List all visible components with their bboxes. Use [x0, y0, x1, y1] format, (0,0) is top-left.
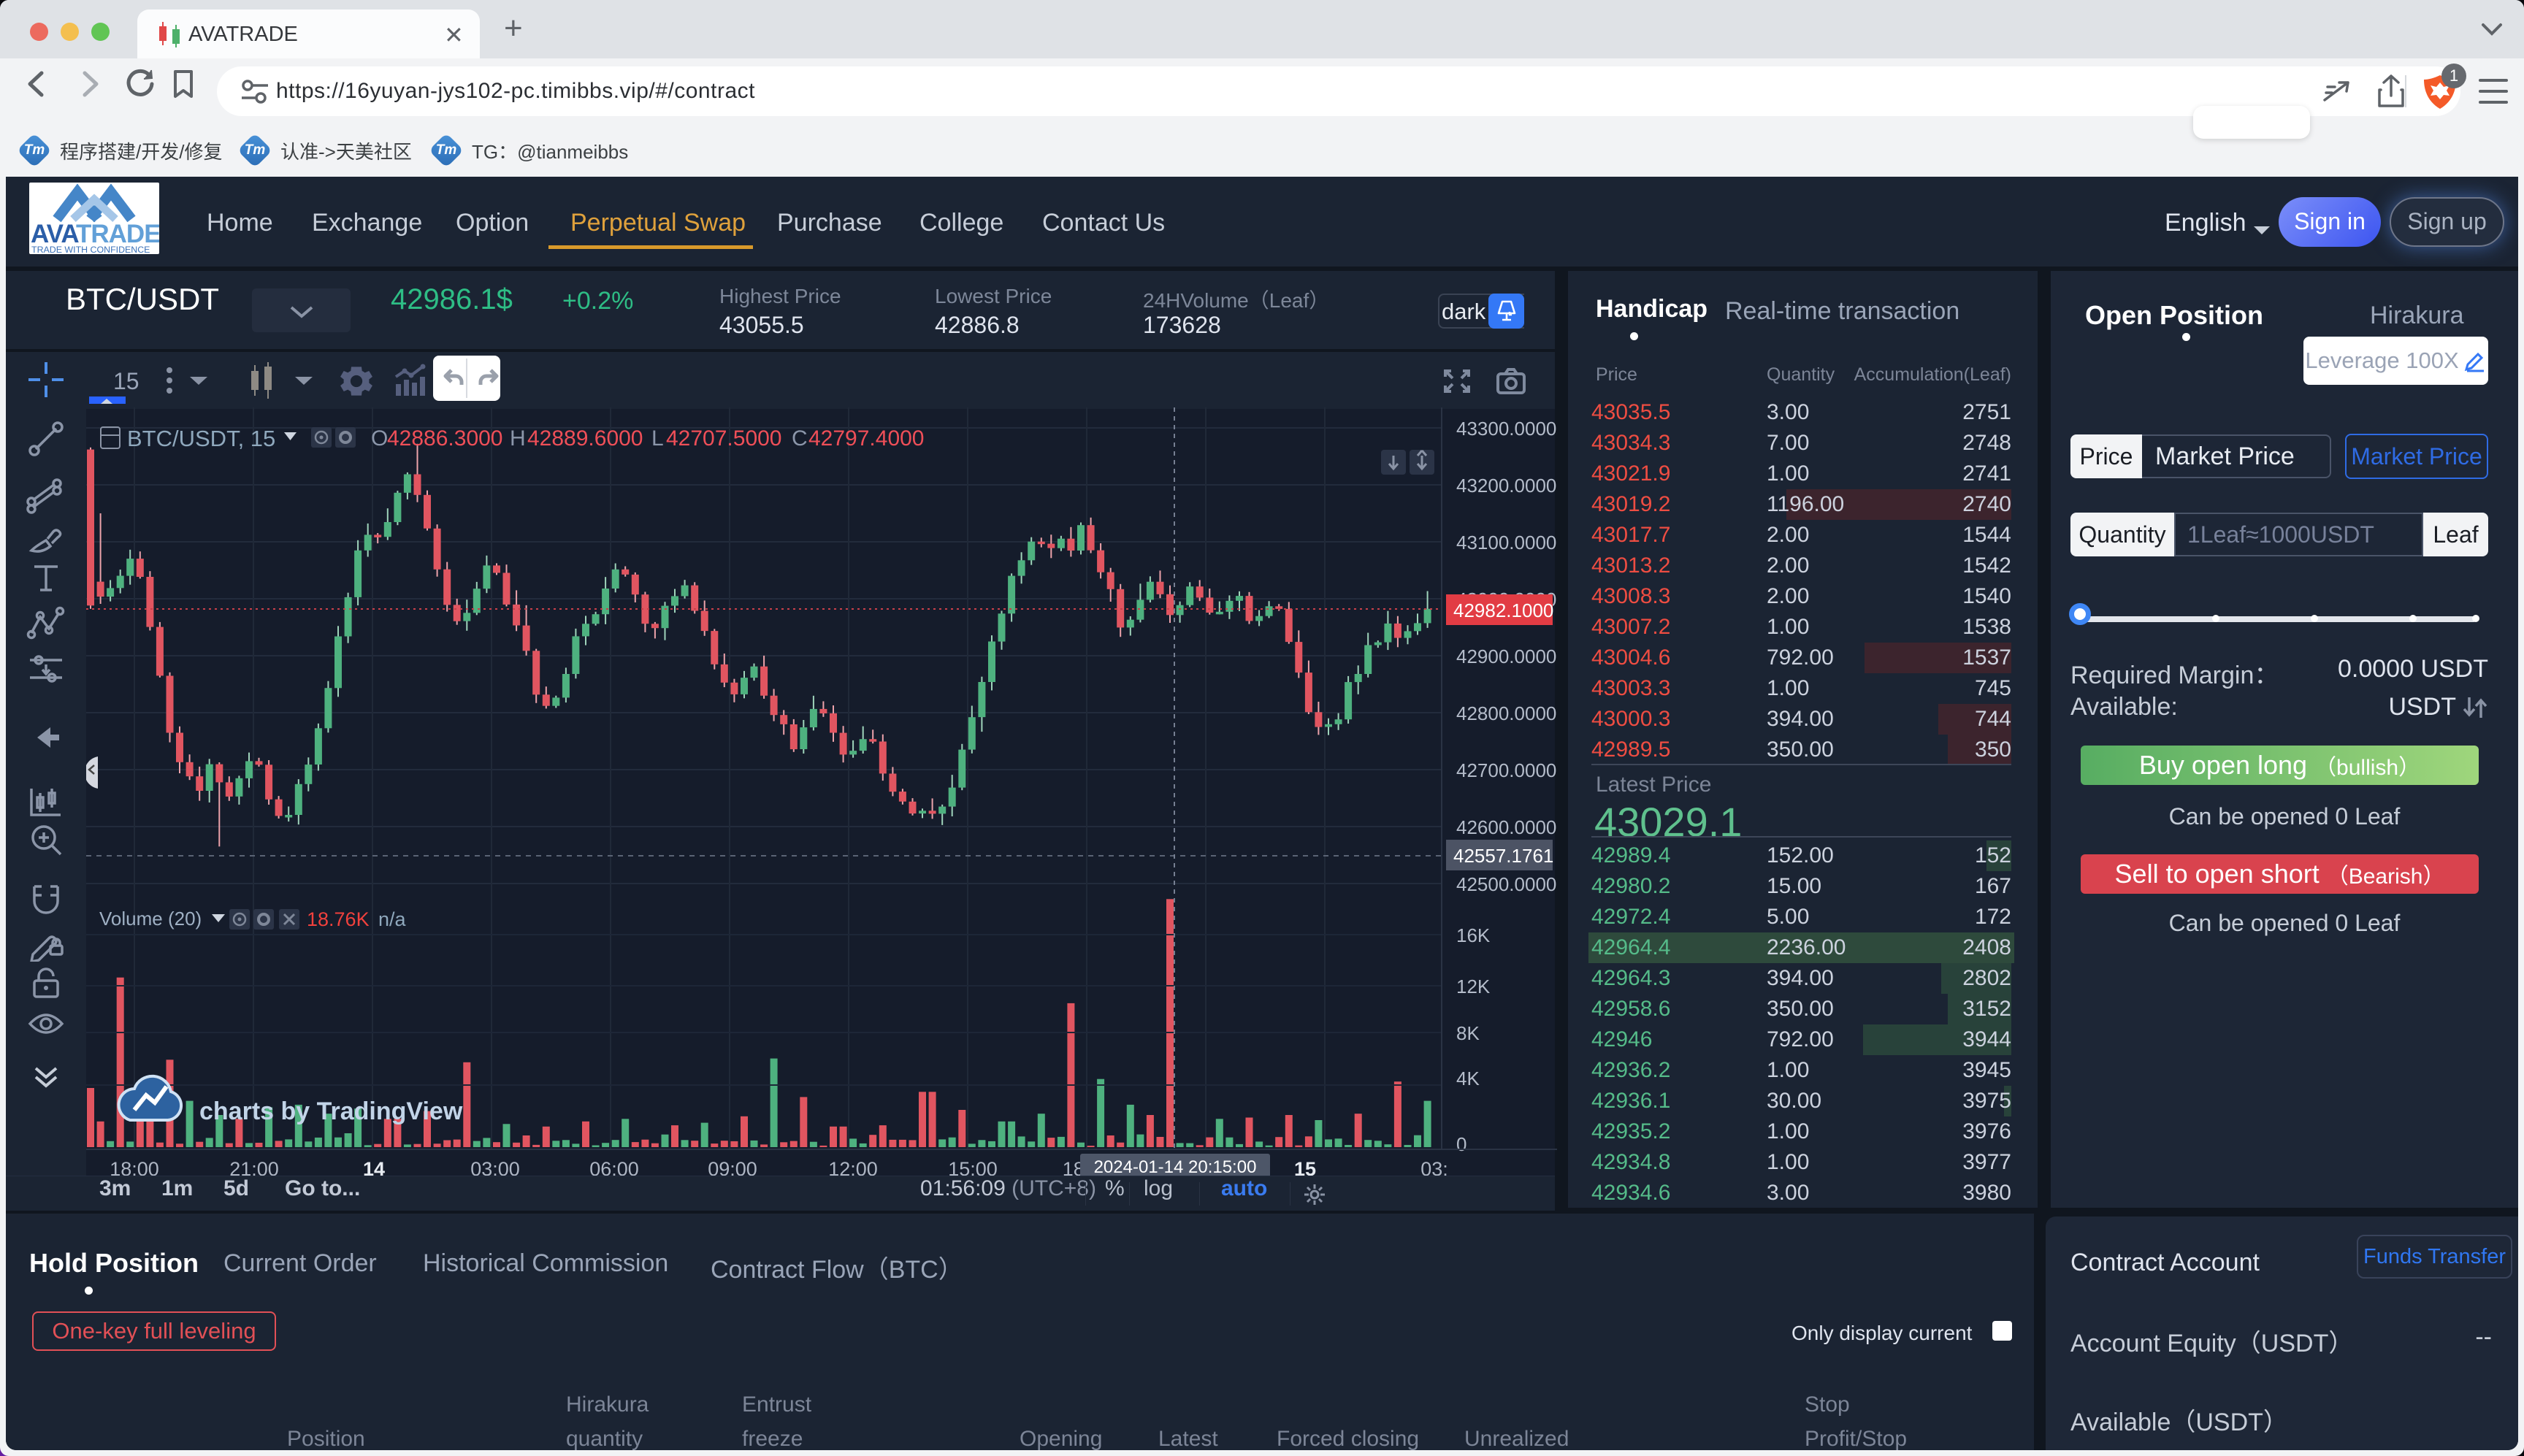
svg-text:BTC/USDT, 15: BTC/USDT, 15 [127, 426, 275, 451]
svg-text:42800.0000: 42800.0000 [1456, 702, 1556, 724]
svg-text:8K: 8K [1456, 1022, 1480, 1044]
svg-text:42600.0000: 42600.0000 [1456, 816, 1556, 838]
svg-text:C: C [792, 426, 808, 451]
svg-text:12:00: 12:00 [828, 1158, 878, 1179]
svg-text:42557.1761: 42557.1761 [1453, 845, 1553, 867]
svg-text:2024-01-14 20:15:00: 2024-01-14 20:15:00 [1094, 1157, 1257, 1177]
svg-text:16K: 16K [1456, 924, 1491, 946]
svg-text:n/a: n/a [378, 908, 407, 930]
svg-text:0: 0 [1456, 1133, 1466, 1155]
svg-text:TRADE WITH CONFIDENCE: TRADE WITH CONFIDENCE [31, 245, 150, 254]
svg-text:42500.0000: 42500.0000 [1456, 873, 1556, 895]
svg-text:charts by TradingView: charts by TradingView [199, 1097, 463, 1125]
svg-text:42982.1000: 42982.1000 [1453, 599, 1553, 621]
svg-text:06:00: 06:00 [589, 1158, 639, 1179]
svg-text:42900.0000: 42900.0000 [1456, 645, 1556, 667]
svg-text:42797.4000: 42797.4000 [808, 426, 925, 451]
svg-text:42707.5000: 42707.5000 [666, 426, 782, 451]
svg-text:42700.0000: 42700.0000 [1456, 759, 1556, 781]
svg-text:L: L [651, 426, 664, 451]
svg-text:TRADE: TRADE [76, 220, 159, 248]
svg-text:21:00: 21:00 [229, 1158, 279, 1179]
svg-text:12K: 12K [1456, 976, 1491, 997]
svg-text:03:00: 03:00 [470, 1158, 520, 1179]
svg-text:O: O [371, 426, 388, 451]
svg-text:4K: 4K [1456, 1068, 1480, 1089]
svg-text:Volume (20): Volume (20) [99, 908, 202, 930]
svg-text:H: H [510, 426, 526, 451]
svg-text:15:00: 15:00 [948, 1158, 998, 1179]
svg-text:15: 15 [1294, 1158, 1316, 1179]
svg-text:42886.3000: 42886.3000 [387, 426, 503, 451]
svg-text:03:: 03: [1420, 1158, 1448, 1179]
svg-text:18.76K: 18.76K [307, 908, 370, 930]
svg-text:09:00: 09:00 [708, 1158, 757, 1179]
svg-text:43100.0000: 43100.0000 [1456, 532, 1556, 553]
svg-text:43300.0000: 43300.0000 [1456, 418, 1556, 440]
svg-text:43200.0000: 43200.0000 [1456, 475, 1556, 497]
svg-text:AVA: AVA [31, 220, 79, 248]
svg-text:42889.6000: 42889.6000 [527, 426, 643, 451]
svg-text:18:00: 18:00 [110, 1158, 159, 1179]
svg-text:14: 14 [363, 1158, 385, 1179]
